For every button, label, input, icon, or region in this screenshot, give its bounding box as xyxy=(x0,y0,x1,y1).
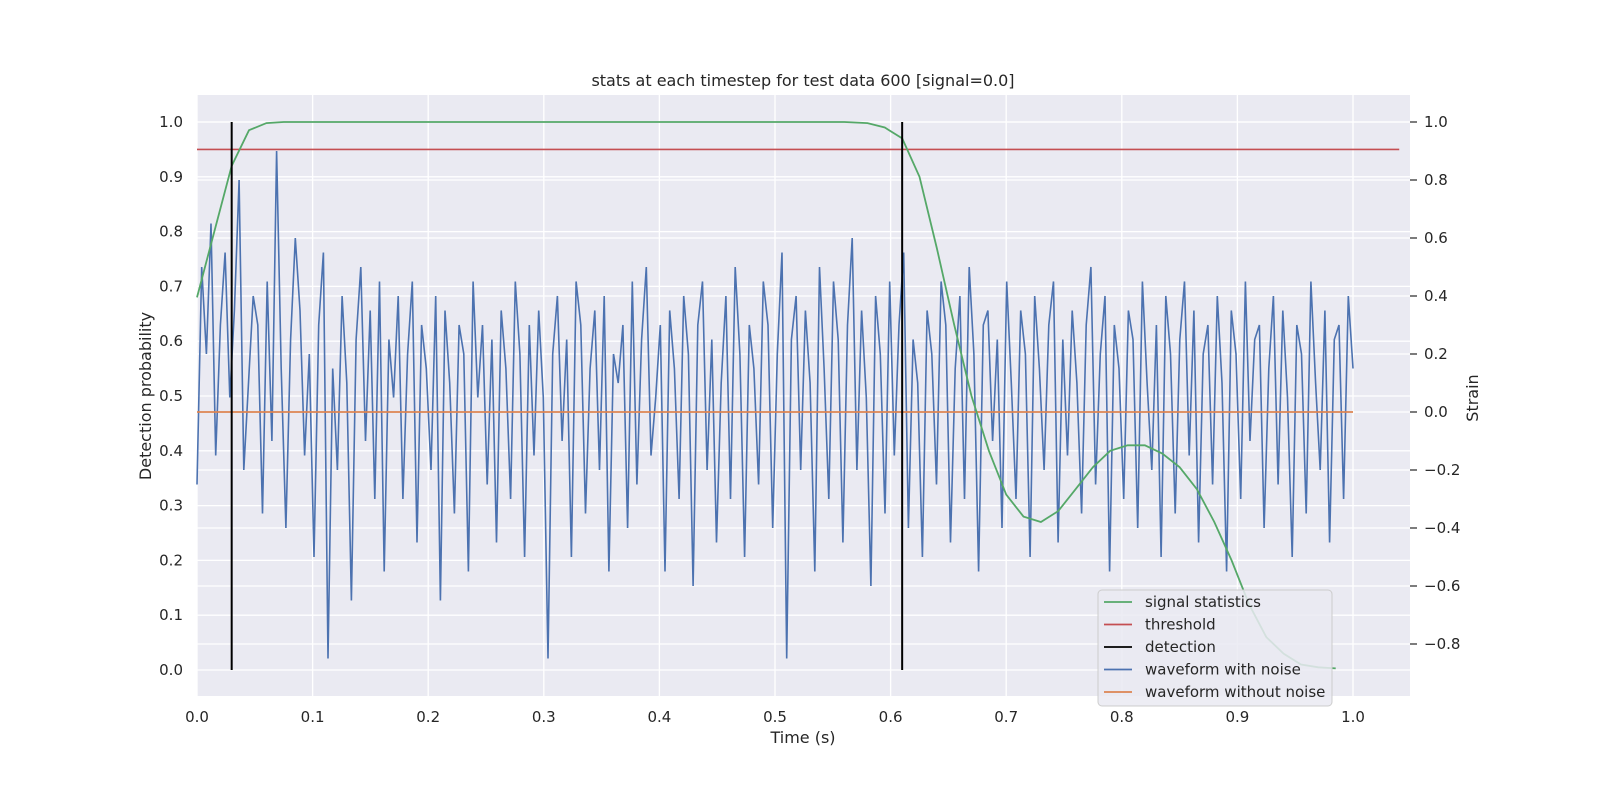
legend-box xyxy=(1097,589,1333,707)
x-tick-label: 0.3 xyxy=(532,708,556,726)
x-tick-label: 0.4 xyxy=(647,708,671,726)
legend-label: signal statistics xyxy=(1145,593,1261,611)
x-tick-label: 0.5 xyxy=(763,708,787,726)
x-tick-label: 0.6 xyxy=(879,708,903,726)
y-tick-label: 0.5 xyxy=(159,387,183,405)
y-tick-label: 0.1 xyxy=(159,606,183,624)
legend-label: waveform with noise xyxy=(1145,661,1301,679)
series-waveform-with-noise xyxy=(196,150,1354,659)
y-tick-label: 0.6 xyxy=(159,332,183,350)
y2-tick-label: 1.0 xyxy=(1424,113,1448,131)
y-tick-label: 0.3 xyxy=(159,497,183,515)
y-axis-label: Detection probability xyxy=(136,312,155,480)
y-tick-label: 1.0 xyxy=(159,113,183,131)
x-axis-ticks: 0.0 0.1 0.2 0.3 0.4 0.5 0.6 0.7 0.8 0.9 1.0 xyxy=(185,708,1365,726)
y-tick-label: 0.0 xyxy=(159,661,183,679)
y-axis-ticks: 0.0 0.1 0.2 0.3 0.4 0.5 0.6 0.7 0.8 0.9 1.0 xyxy=(159,113,183,679)
chart-title: stats at each timestep for test data 600… xyxy=(591,71,1014,90)
series-signal-statistics xyxy=(196,121,1336,670)
y2-tick-label: −0.4 xyxy=(1424,519,1460,537)
x-tick-label: 0.9 xyxy=(1225,708,1249,726)
x-tick-label: 0.2 xyxy=(416,708,440,726)
y2-tick-label: −0.8 xyxy=(1424,635,1460,653)
x-axis-label: Time (s) xyxy=(769,728,835,747)
y2-tick-label: 0.8 xyxy=(1424,171,1448,189)
series-layer xyxy=(196,121,1400,670)
x-tick-label: 0.8 xyxy=(1110,708,1134,726)
y2-tick-label: −0.6 xyxy=(1424,577,1460,595)
y2-tick-label: −0.2 xyxy=(1424,461,1460,479)
legend-label: waveform without noise xyxy=(1145,683,1325,701)
y2-axis-ticks: −0.8 −0.6 −0.4 −0.2 0.0 0.2 0.4 0.6 0.8 1.0 xyxy=(1410,113,1460,653)
legend-label: threshold xyxy=(1145,616,1216,634)
x-tick-label: 0.0 xyxy=(185,708,209,726)
y2-axis-label: Strain xyxy=(1463,374,1482,421)
y2-tick-label: 0.2 xyxy=(1424,345,1448,363)
y-tick-label: 0.2 xyxy=(159,551,183,569)
y-tick-label: 0.4 xyxy=(159,442,183,460)
y2-tick-label: 0.6 xyxy=(1424,229,1448,247)
legend-label: detection xyxy=(1145,638,1216,656)
x-tick-label: 0.7 xyxy=(994,708,1018,726)
y2-tick-label: 0.0 xyxy=(1424,403,1448,421)
legend: signal statistics threshold detection wavef… xyxy=(1097,589,1333,707)
y-tick-label: 0.7 xyxy=(159,277,183,295)
y-tick-label: 0.8 xyxy=(159,223,183,241)
y2-tick-label: 0.4 xyxy=(1424,287,1448,305)
x-tick-label: 1.0 xyxy=(1341,708,1365,726)
x-tick-label: 0.1 xyxy=(301,708,325,726)
y-tick-label: 0.9 xyxy=(159,168,183,186)
